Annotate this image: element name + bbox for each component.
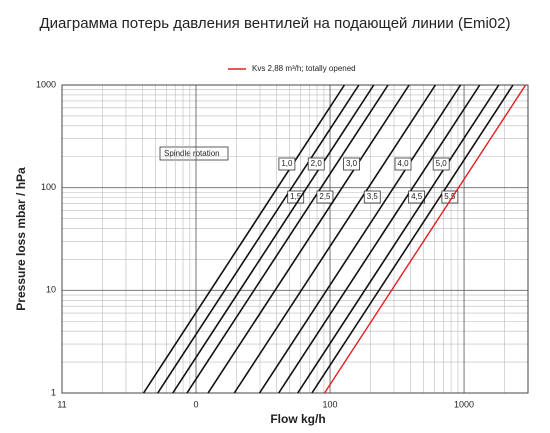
y-tick-label: 10 bbox=[46, 285, 56, 295]
line-series bbox=[278, 84, 481, 394]
spindle-label-box bbox=[408, 190, 426, 204]
x-tick-label: 0 bbox=[194, 399, 199, 409]
line-series bbox=[172, 84, 375, 394]
x-tick-label: 11 bbox=[57, 399, 66, 409]
line-series bbox=[186, 84, 389, 394]
spindle-label: 5,5 bbox=[444, 192, 456, 201]
line-series bbox=[323, 84, 527, 394]
line-series bbox=[207, 84, 410, 394]
line-series bbox=[258, 84, 462, 394]
spindle-label: 5,0 bbox=[436, 159, 448, 168]
line-series bbox=[297, 84, 500, 394]
spindle-label-box bbox=[343, 157, 360, 171]
y-tick-label: 1 bbox=[51, 387, 56, 397]
plot-frame bbox=[61, 84, 529, 394]
line-series bbox=[157, 84, 360, 394]
spindle-label: 4,5 bbox=[411, 192, 423, 201]
line-series bbox=[311, 84, 514, 394]
spindle-label: 3,0 bbox=[346, 159, 358, 168]
line-series bbox=[142, 84, 346, 394]
spindle-label: 4,0 bbox=[397, 159, 409, 168]
spindle-label: 2,5 bbox=[319, 192, 331, 201]
x-axis-label: Flow kg/h bbox=[270, 412, 325, 426]
spindle-label-box bbox=[432, 157, 450, 171]
legend-label: Kvs 2,88 m³/h; totally opened bbox=[252, 64, 356, 73]
spindle-label: 3,5 bbox=[367, 192, 379, 201]
spindle-label-box bbox=[287, 190, 305, 204]
y-tick-label: 1000 bbox=[36, 79, 56, 89]
x-tick-label: 100 bbox=[323, 399, 338, 409]
spindle-label-box bbox=[278, 157, 296, 171]
x-tick-label: 1000 bbox=[454, 399, 474, 409]
spindle-label-box bbox=[363, 190, 381, 204]
chart-title: Диаграмма потерь давления вентилей на по… bbox=[40, 15, 511, 32]
spindle-label-box bbox=[307, 157, 325, 171]
spindle-label-box bbox=[394, 157, 412, 171]
spindle-label: 1,5 bbox=[290, 192, 302, 201]
y-tick-label: 100 bbox=[41, 182, 56, 192]
spindle-label: 1,0 bbox=[281, 159, 293, 168]
y-axis-label: Pressure loss mbar / hPa bbox=[14, 167, 28, 311]
spindle-label-box bbox=[316, 190, 334, 204]
line-series bbox=[233, 84, 437, 394]
annotation: Spindle rotation bbox=[164, 149, 220, 158]
spindle-label: 2,0 bbox=[311, 159, 323, 168]
